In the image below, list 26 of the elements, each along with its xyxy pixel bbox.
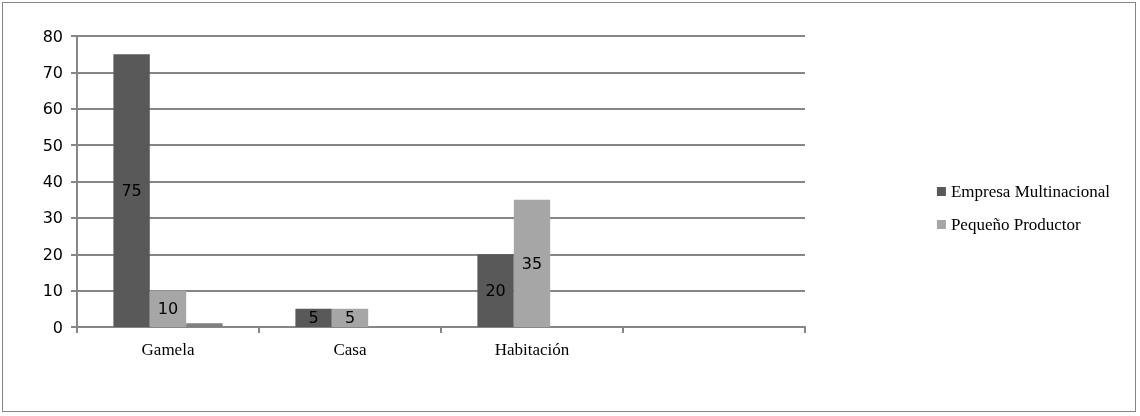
y-tick-label: 0 <box>52 317 63 337</box>
bar <box>477 254 514 327</box>
x-tick-label: Casa <box>333 340 367 359</box>
y-tick-label: 20 <box>42 244 63 264</box>
x-tick-label: Habitación <box>494 340 570 359</box>
bar <box>113 54 150 327</box>
y-tick-label: 80 <box>42 26 63 46</box>
data-label: 5 <box>344 308 356 328</box>
y-tick-label: 40 <box>42 172 63 191</box>
y-tick-label: 60 <box>42 99 63 119</box>
data-label: 20 <box>485 281 506 301</box>
y-tick-label: 50 <box>42 135 63 155</box>
y-tick-label: 10 <box>42 281 63 301</box>
data-label: 10 <box>157 299 179 319</box>
legend-label: Empresa Multinacional <box>950 182 1111 201</box>
bar <box>186 323 223 327</box>
x-tick-label: Gamela <box>141 340 195 359</box>
bar <box>295 308 332 327</box>
data-label: 35 <box>521 253 543 273</box>
legend-label: Pequeño Productor <box>950 215 1082 234</box>
data-label: 5 <box>308 308 319 328</box>
bar <box>149 290 187 327</box>
y-tick-label: 30 <box>42 208 63 228</box>
bar <box>513 199 551 327</box>
y-tick-label: 70 <box>42 62 63 82</box>
data-label: 75 <box>121 181 142 201</box>
